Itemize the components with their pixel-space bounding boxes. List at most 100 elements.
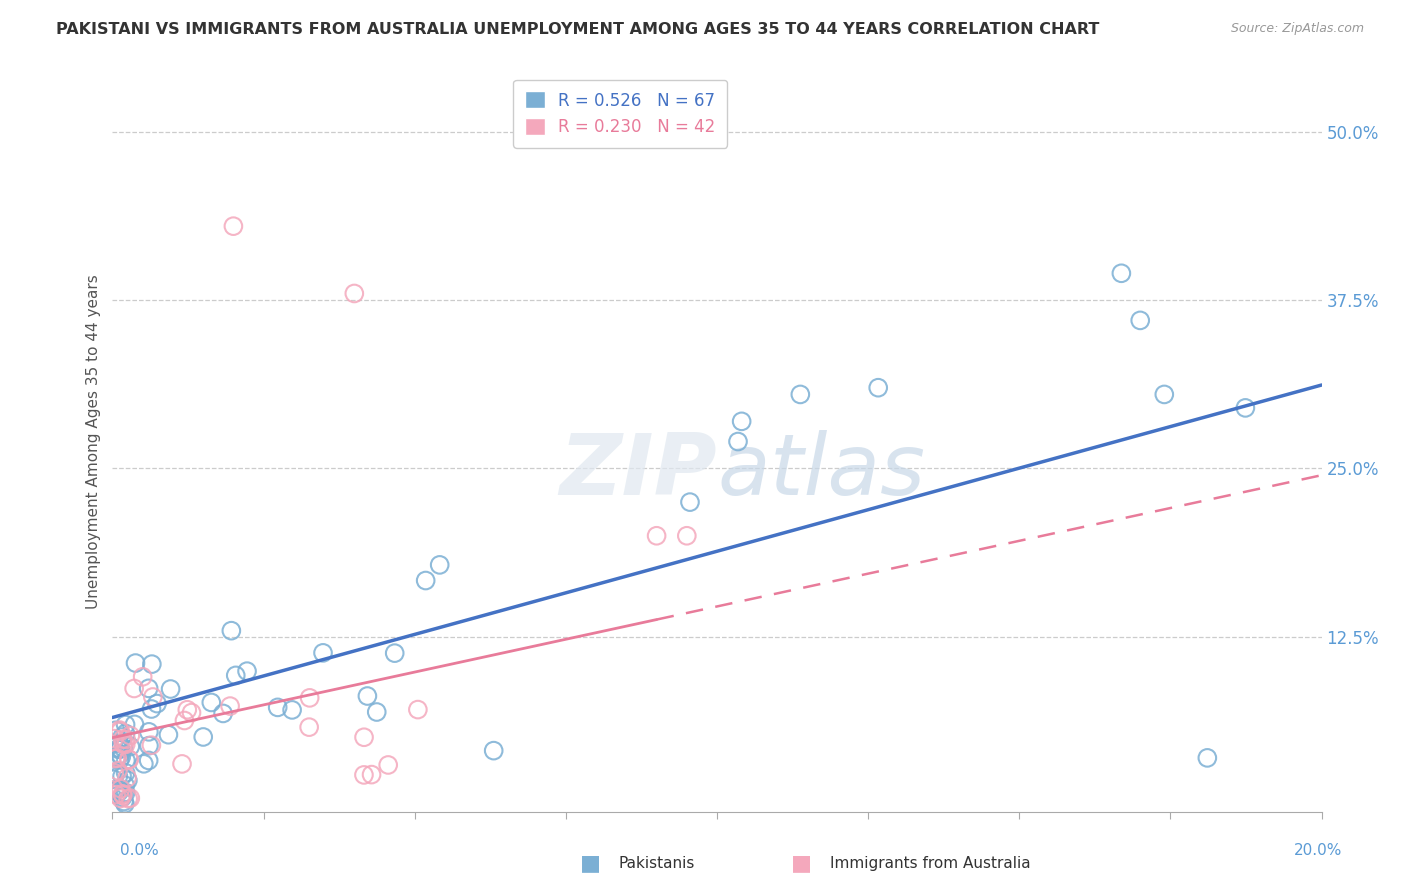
Point (146, 697, 169, 711)
Point (108, 747, 131, 762)
Point (114, 786, 136, 800)
Point (114, 737, 136, 751)
Point (1153, 387, 1175, 401)
Point (111, 788, 134, 802)
Point (124, 717, 146, 731)
Point (353, 768, 375, 782)
Text: 20.0%: 20.0% (1295, 843, 1343, 858)
Text: Source: ZipAtlas.com: Source: ZipAtlas.com (1230, 22, 1364, 36)
Point (267, 700, 290, 714)
Point (111, 787, 134, 801)
Point (138, 754, 160, 768)
Point (108, 723, 131, 737)
Point (159, 681, 181, 696)
Point (124, 656, 146, 670)
Legend: R = 0.526   N = 67, R = 0.230   N = 42: R = 0.526 N = 67, R = 0.230 N = 42 (513, 79, 727, 148)
Point (105, 752, 128, 766)
Point (104, 751, 127, 765)
Point (193, 730, 215, 744)
Point (107, 782, 129, 797)
Point (114, 717, 136, 731)
Point (366, 705, 388, 719)
Point (157, 728, 180, 742)
Point (645, 529, 668, 543)
Point (176, 703, 198, 717)
Point (415, 574, 437, 588)
Point (104, 766, 127, 780)
Point (111, 790, 134, 805)
Point (353, 731, 375, 745)
Text: ■: ■ (581, 854, 600, 873)
Point (141, 657, 163, 672)
Text: atlas: atlas (717, 430, 925, 513)
Point (120, 791, 142, 805)
Point (107, 742, 129, 756)
Point (117, 773, 139, 788)
Point (138, 724, 160, 739)
Point (180, 706, 202, 720)
Point (221, 624, 243, 638)
Point (384, 646, 406, 660)
Point (110, 741, 132, 756)
Point (110, 750, 132, 764)
Point (200, 695, 222, 709)
Point (868, 381, 890, 395)
Point (356, 689, 378, 703)
Point (120, 729, 142, 743)
Point (212, 706, 235, 721)
Point (298, 720, 321, 734)
Point (1234, 401, 1257, 415)
Point (114, 797, 136, 811)
Point (298, 690, 321, 705)
Point (1197, 751, 1219, 765)
Text: PAKISTANI VS IMMIGRANTS FROM AUSTRALIA UNEMPLOYMENT AMONG AGES 35 TO 44 YEARS CO: PAKISTANI VS IMMIGRANTS FROM AUSTRALIA U… (56, 22, 1099, 37)
Point (131, 670, 153, 684)
Point (115, 732, 138, 747)
Point (122, 681, 145, 696)
Point (219, 699, 242, 714)
Point (281, 703, 304, 717)
Point (429, 558, 451, 572)
Point (107, 764, 129, 778)
Text: ZIP: ZIP (560, 430, 717, 513)
Point (730, 414, 752, 428)
Point (225, 668, 247, 682)
Point (110, 791, 132, 805)
Point (107, 785, 129, 799)
Point (105, 751, 128, 765)
Point (104, 723, 127, 738)
Point (107, 769, 129, 783)
Point (108, 736, 131, 750)
Point (115, 771, 138, 785)
Text: 0.0%: 0.0% (120, 843, 159, 858)
Y-axis label: Unemployment Among Ages 35 to 44 years: Unemployment Among Ages 35 to 44 years (86, 274, 101, 609)
Point (115, 753, 138, 767)
Text: Immigrants from Australia: Immigrants from Australia (830, 856, 1031, 871)
Point (1129, 313, 1152, 327)
Point (118, 753, 141, 767)
Point (222, 219, 245, 234)
Point (141, 738, 163, 752)
Point (312, 646, 335, 660)
Point (675, 529, 697, 543)
Point (114, 778, 136, 792)
Point (111, 732, 134, 747)
Point (118, 752, 141, 766)
Point (110, 724, 132, 739)
Point (112, 795, 135, 809)
Point (1111, 266, 1133, 280)
Point (120, 739, 142, 754)
Point (236, 664, 259, 678)
Point (105, 788, 128, 802)
Point (170, 756, 193, 771)
Point (103, 765, 125, 780)
Point (142, 690, 165, 704)
Point (117, 791, 139, 805)
Point (173, 714, 195, 728)
Point (103, 772, 125, 787)
Point (108, 753, 131, 767)
Point (112, 737, 135, 751)
Point (132, 756, 155, 771)
Text: Pakistanis: Pakistanis (619, 856, 695, 871)
Point (789, 387, 811, 401)
